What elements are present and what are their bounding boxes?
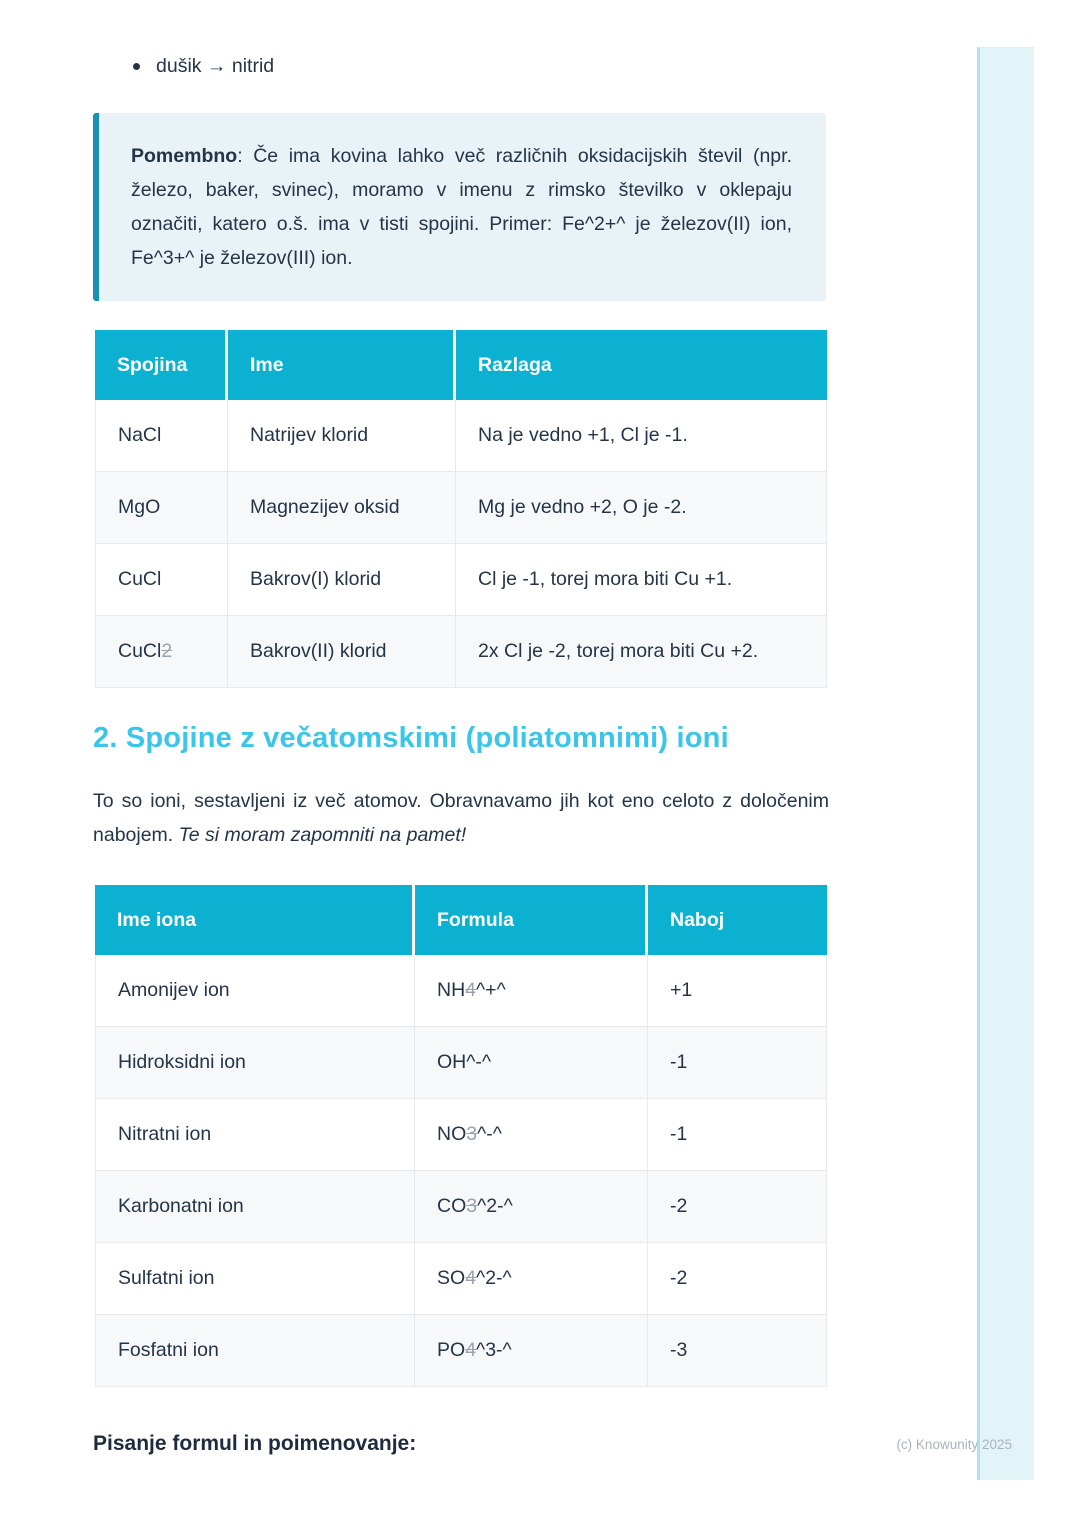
- important-note-box: Pomembno: Če ima kovina lahko več različ…: [93, 113, 826, 301]
- formula-text: OH: [437, 1051, 467, 1073]
- table-cell: Fosfatni ion: [95, 1315, 415, 1387]
- table-row: MgO Magnezijev oksid Mg je vedno +2, O je …: [95, 472, 827, 544]
- table-row: Karbonatni ion CO 3 ^2-^ -2: [95, 1171, 827, 1243]
- column-header: Ime: [228, 330, 456, 400]
- table-cell: MgO: [95, 472, 228, 544]
- table-cell: Cl je -1, torej mora biti Cu +1.: [456, 544, 827, 616]
- table-cell: NO 3 ^-^: [415, 1099, 648, 1171]
- table-cell: Bakrov(I) klorid: [228, 544, 456, 616]
- formula-text: PO: [437, 1339, 466, 1361]
- formula-struck-digit: 4: [465, 979, 477, 1001]
- table-cell: Nitratni ion: [95, 1099, 415, 1171]
- table-row: Nitratni ion NO 3 ^-^ -1: [95, 1099, 827, 1171]
- table-row: Amonijev ion NH 4 ^+^ +1: [95, 955, 827, 1027]
- polyatomic-ions-table: Ime iona Formula Naboj Amonijev ion NH 4 ^+^ +1…: [95, 885, 827, 1387]
- formula-text: ^3-^: [476, 1339, 512, 1361]
- formula-struck-digit: 3: [466, 1195, 478, 1217]
- formula-struck-digit: 3: [466, 1123, 478, 1145]
- table-cell: -2: [648, 1171, 827, 1243]
- table-cell: Bakrov(II) klorid: [228, 616, 456, 688]
- table-row: CuCl 2 Bakrov(II) klorid 2x Cl je -2, torej…: [95, 616, 827, 688]
- table-cell: PO 4 ^3-^: [415, 1315, 648, 1387]
- table-cell: Sulfatni ion: [95, 1243, 415, 1315]
- table-cell: +1: [648, 955, 827, 1027]
- oxidation-numbers-table: Spojina Ime Razlaga NaCl Natrijev klorid Na j…: [95, 330, 827, 688]
- table-cell: Karbonatni ion: [95, 1171, 415, 1243]
- column-header: Razlaga: [478, 353, 552, 376]
- bullet-list-item: dušik → nitrid: [133, 55, 274, 78]
- formula-struck-digit: 4: [465, 1267, 477, 1289]
- formula-text: ^2-^: [476, 1267, 512, 1289]
- table-cell: NH 4 ^+^: [415, 955, 648, 1027]
- bullet-icon: [133, 63, 140, 70]
- table-cell: CuCl: [95, 544, 228, 616]
- table-cell: -3: [648, 1315, 827, 1387]
- intro-paragraph: To so ioni, sestavljeni iz več atomov. O…: [93, 784, 829, 852]
- table-row: NaCl Natrijev klorid Na je vedno +1, Cl je…: [95, 400, 827, 472]
- formula-struck-digit: 4: [465, 1339, 477, 1361]
- table-row: CuCl Bakrov(I) klorid Cl je -1, torej mora…: [95, 544, 827, 616]
- note-label: Pomembno: [131, 145, 238, 167]
- column-header: Formula: [415, 885, 648, 955]
- formula-text: ^-^: [477, 1123, 502, 1145]
- watermark: (c) Knowunity 2025: [896, 1437, 1012, 1452]
- formula-text: NH: [437, 979, 466, 1001]
- table-header-row: Spojina Ime Razlaga: [95, 330, 827, 400]
- formula-text: ^+^: [476, 979, 506, 1001]
- section-heading: 2. Spojine z večatomskimi (poliatomnimi)…: [93, 722, 729, 754]
- table-cell: -2: [648, 1243, 827, 1315]
- formula-text: ^2-^: [477, 1195, 513, 1217]
- table-cell: CuCl 2: [95, 616, 228, 688]
- table-cell: Mg je vedno +2, O je -2.: [456, 472, 827, 544]
- table-cell: Natrijev klorid: [228, 400, 456, 472]
- table-row: Fosfatni ion PO 4 ^3-^ -3: [95, 1315, 827, 1387]
- table-row: Hidroksidni ion OH ^-^ -1: [95, 1027, 827, 1099]
- table-header-row: Ime iona Formula Naboj: [95, 885, 827, 955]
- column-header: Ime iona: [95, 885, 415, 955]
- formula-text: CuCl: [118, 640, 162, 662]
- table-cell: NaCl: [95, 400, 228, 472]
- formula-text: SO: [437, 1267, 466, 1289]
- table-cell: -1: [648, 1099, 827, 1171]
- closing-heading: Pisanje formul in poimenovanje:: [93, 1432, 417, 1455]
- table-cell: Hidroksidni ion: [95, 1027, 415, 1099]
- note-text: : Če ima kovina lahko več različnih oksi…: [131, 145, 792, 269]
- table-cell: 2x Cl je -2, torej mora biti Cu +2.: [456, 616, 827, 688]
- table-cell: Magnezijev oksid: [228, 472, 456, 544]
- paragraph-italic-text: Te si moram zapomniti na pamet!: [178, 824, 467, 846]
- table-cell: OH ^-^: [415, 1027, 648, 1099]
- formula-struck-digit: 2: [161, 640, 173, 662]
- column-header: Spojina: [95, 330, 228, 400]
- table-cell: Amonijev ion: [95, 955, 415, 1027]
- table-cell: SO 4 ^2-^: [415, 1243, 648, 1315]
- paragraph-text: To so ioni, sestavljeni iz več atomov. O…: [93, 790, 829, 846]
- formula-text: ^-^: [466, 1051, 492, 1073]
- formula-text: NO: [437, 1123, 467, 1145]
- page-edge-bar: [977, 47, 1034, 1480]
- table-row: Sulfatni ion SO 4 ^2-^ -2: [95, 1243, 827, 1315]
- formula-text: CO: [437, 1195, 467, 1217]
- column-header: Naboj: [670, 908, 725, 931]
- bullet-item-text: dušik → nitrid: [156, 55, 275, 77]
- table-cell: CO 3 ^2-^: [415, 1171, 648, 1243]
- table-cell: -1: [648, 1027, 827, 1099]
- table-cell: Na je vedno +1, Cl je -1.: [456, 400, 827, 472]
